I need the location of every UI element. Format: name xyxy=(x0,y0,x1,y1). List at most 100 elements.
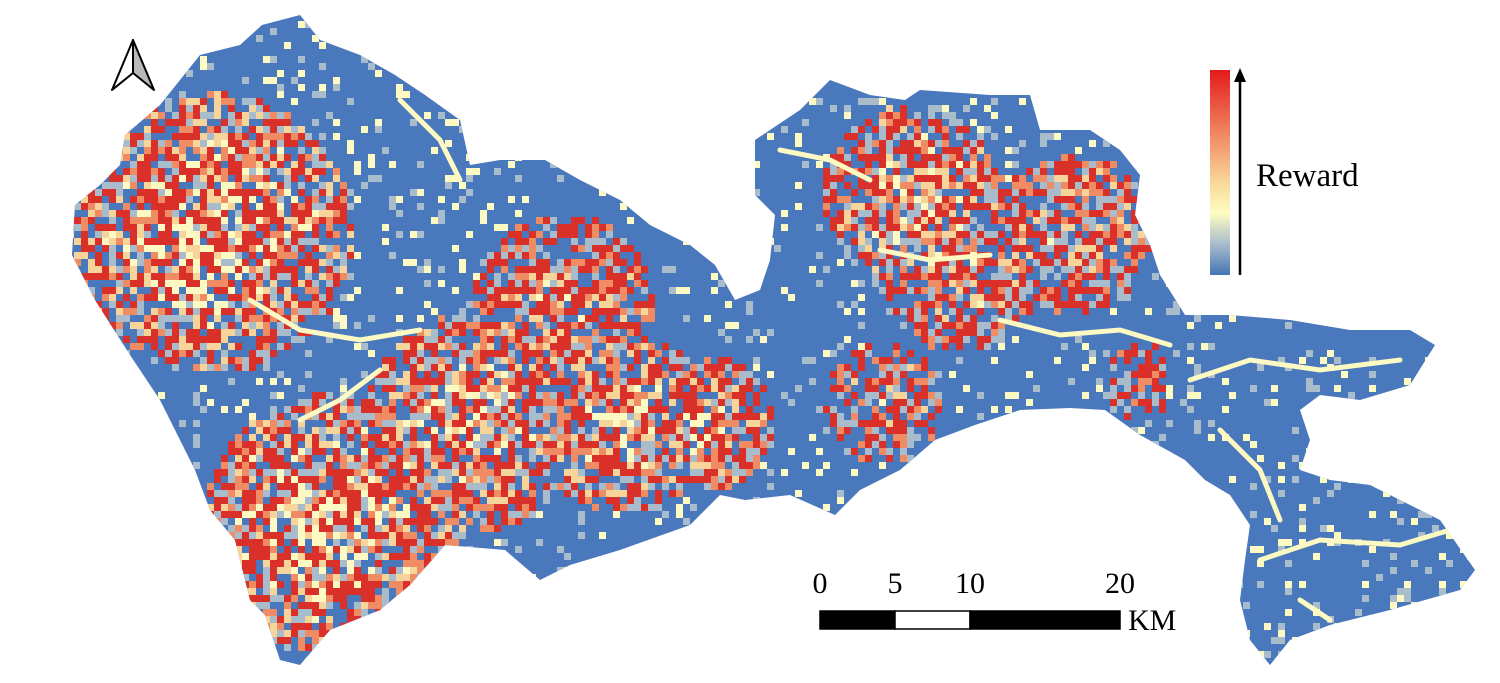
raster-cell xyxy=(347,413,354,420)
raster-cell xyxy=(690,399,697,406)
raster-cell xyxy=(151,252,158,259)
raster-cell xyxy=(284,42,291,49)
raster-cell xyxy=(193,301,200,308)
raster-cell xyxy=(396,525,403,532)
raster-cell xyxy=(543,469,550,476)
raster-cell xyxy=(879,259,886,266)
raster-cell xyxy=(179,175,186,182)
raster-cell xyxy=(109,161,116,168)
raster-cell xyxy=(1201,98,1208,105)
raster-cell xyxy=(347,231,354,238)
raster-cell xyxy=(767,133,774,140)
raster-cell xyxy=(613,497,620,504)
raster-cell xyxy=(893,413,900,420)
raster-cell xyxy=(501,434,508,441)
raster-cell xyxy=(844,371,851,378)
raster-cell xyxy=(872,231,879,238)
raster-cell xyxy=(165,252,172,259)
raster-cell xyxy=(186,126,193,133)
raster-cell xyxy=(613,357,620,364)
raster-cell xyxy=(1173,308,1180,315)
raster-cell xyxy=(144,196,151,203)
raster-cell xyxy=(459,343,466,350)
raster-cell xyxy=(739,462,746,469)
raster-cell xyxy=(837,224,844,231)
raster-cell xyxy=(151,357,158,364)
raster-cell xyxy=(354,252,361,259)
raster-cell xyxy=(1019,140,1026,147)
raster-cell xyxy=(907,413,914,420)
raster-cell xyxy=(676,84,683,91)
raster-cell xyxy=(606,399,613,406)
raster-cell xyxy=(858,21,865,28)
raster-cell xyxy=(949,196,956,203)
raster-cell xyxy=(1383,98,1390,105)
raster-cell xyxy=(1033,490,1040,497)
raster-cell xyxy=(1152,273,1159,280)
raster-cell xyxy=(193,287,200,294)
raster-cell xyxy=(277,413,284,420)
raster-cell xyxy=(886,280,893,287)
raster-cell xyxy=(410,462,417,469)
raster-cell xyxy=(963,329,970,336)
raster-cell xyxy=(116,266,123,273)
raster-cell xyxy=(403,462,410,469)
raster-cell xyxy=(1187,322,1194,329)
raster-cell xyxy=(816,252,823,259)
raster-cell xyxy=(144,518,151,525)
raster-cell xyxy=(970,266,977,273)
raster-cell xyxy=(536,266,543,273)
raster-cell xyxy=(508,392,515,399)
raster-cell xyxy=(340,252,347,259)
raster-cell xyxy=(333,427,340,434)
raster-cell xyxy=(214,259,221,266)
raster-cell xyxy=(60,42,67,49)
raster-cell xyxy=(599,42,606,49)
raster-cell xyxy=(291,203,298,210)
raster-cell xyxy=(648,434,655,441)
raster-cell xyxy=(270,126,277,133)
raster-cell xyxy=(732,462,739,469)
raster-cell xyxy=(284,140,291,147)
raster-cell xyxy=(1194,427,1201,434)
raster-cell xyxy=(165,35,172,42)
raster-cell xyxy=(151,91,158,98)
raster-cell xyxy=(445,371,452,378)
raster-cell xyxy=(102,448,109,455)
raster-cell xyxy=(123,119,130,126)
raster-cell xyxy=(1376,119,1383,126)
raster-cell xyxy=(102,294,109,301)
raster-cell xyxy=(130,98,137,105)
raster-cell xyxy=(683,161,690,168)
raster-cell xyxy=(256,147,263,154)
raster-cell xyxy=(144,154,151,161)
raster-cell xyxy=(585,0,592,7)
raster-cell xyxy=(984,336,991,343)
raster-cell xyxy=(1173,84,1180,91)
raster-cell xyxy=(403,504,410,511)
raster-cell xyxy=(410,357,417,364)
raster-cell xyxy=(1145,378,1152,385)
raster-cell xyxy=(410,476,417,483)
raster-cell xyxy=(599,434,606,441)
raster-cell xyxy=(592,357,599,364)
raster-cell xyxy=(613,406,620,413)
raster-cell xyxy=(529,504,536,511)
raster-cell xyxy=(844,308,851,315)
raster-cell xyxy=(977,392,984,399)
raster-cell xyxy=(809,357,816,364)
raster-cell xyxy=(109,196,116,203)
raster-cell xyxy=(403,483,410,490)
raster-cell xyxy=(361,21,368,28)
raster-cell xyxy=(893,343,900,350)
raster-cell xyxy=(137,329,144,336)
raster-cell xyxy=(284,266,291,273)
raster-cell xyxy=(312,259,319,266)
raster-cell xyxy=(928,371,935,378)
raster-cell xyxy=(683,224,690,231)
raster-cell xyxy=(648,448,655,455)
raster-cell xyxy=(515,427,522,434)
raster-cell xyxy=(95,154,102,161)
raster-cell xyxy=(172,350,179,357)
raster-cell xyxy=(72,168,74,175)
